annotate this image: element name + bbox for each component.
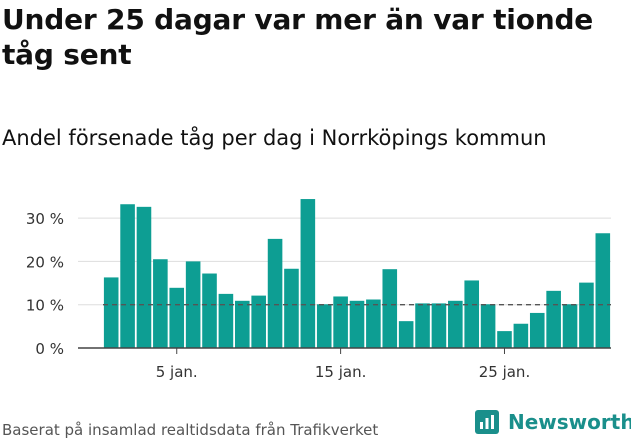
source-note: Baserat på insamlad realtidsdata från Tr… — [2, 421, 379, 439]
brand-name: Newsworthy — [508, 410, 631, 434]
y-tick-label: 0 % — [35, 340, 64, 358]
y-tick-label: 20 % — [26, 253, 64, 271]
bar — [513, 323, 529, 348]
newsworthy-logo-icon — [475, 410, 499, 434]
bar — [136, 206, 152, 348]
bar — [333, 296, 348, 348]
bar — [579, 282, 594, 348]
chart-subtitle: Andel försenade tåg per dag i Norrköping… — [2, 126, 547, 150]
bar — [595, 233, 611, 348]
bar — [497, 331, 512, 348]
chart-area: 0 % 10 % 20 % 30 % 5 jan. 15 jan. 25 jan. — [0, 180, 631, 390]
bar — [431, 303, 447, 348]
bar — [284, 268, 299, 348]
y-tick-label: 30 % — [26, 210, 64, 228]
bar — [251, 295, 266, 348]
bar — [546, 290, 561, 348]
bar — [153, 259, 168, 348]
bar — [398, 321, 414, 348]
bar — [169, 287, 185, 348]
bar — [366, 299, 381, 348]
bar — [218, 293, 234, 349]
x-tick-label: 15 jan. — [315, 363, 367, 381]
brand-logo: Newsworthy — [474, 406, 631, 438]
bar — [349, 300, 365, 348]
x-tick-label: 5 jan. — [156, 363, 198, 381]
bar — [529, 312, 545, 348]
bar — [415, 303, 430, 348]
bar — [202, 273, 217, 348]
bar — [103, 277, 119, 348]
bar — [267, 238, 283, 348]
chart-title: Under 25 dagar var mer än var tionde tåg… — [2, 3, 594, 71]
bar — [448, 300, 463, 348]
y-tick-label: 10 % — [26, 297, 64, 315]
bar — [120, 204, 135, 348]
bar — [382, 269, 398, 348]
bar — [464, 280, 480, 348]
bar — [300, 199, 316, 348]
x-tick-label: 25 jan. — [479, 363, 531, 381]
bar — [235, 300, 250, 348]
bar — [480, 304, 496, 348]
bar-chart: 0 % 10 % 20 % 30 % 5 jan. 15 jan. 25 jan. — [26, 199, 611, 381]
bar — [316, 304, 332, 348]
bar — [562, 304, 578, 348]
